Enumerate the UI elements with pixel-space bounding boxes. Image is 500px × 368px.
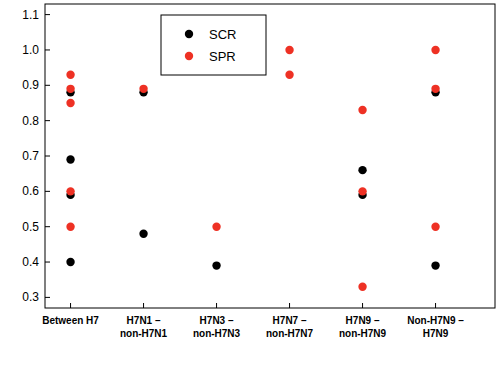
points bbox=[66, 46, 439, 291]
x-tick bbox=[435, 303, 436, 308]
x-tick bbox=[70, 303, 71, 308]
legend-label: SCR bbox=[209, 27, 236, 42]
x-tick bbox=[362, 303, 363, 308]
y-tick bbox=[45, 262, 50, 263]
y-tick bbox=[45, 191, 50, 192]
x-tick-label: Between H7 bbox=[42, 315, 99, 326]
y-tick bbox=[45, 156, 50, 157]
x-tick-label: H7N3 –non-H7N3 bbox=[193, 315, 241, 339]
y-tick-label: 0.5 bbox=[22, 220, 39, 234]
legend-marker bbox=[185, 52, 193, 60]
point bbox=[66, 99, 74, 107]
y-tick-label: 0.4 bbox=[22, 255, 39, 269]
point bbox=[66, 222, 74, 230]
x-tick bbox=[143, 303, 144, 308]
y-tick bbox=[45, 49, 50, 50]
point bbox=[431, 261, 439, 269]
y-tick-label: 0.7 bbox=[22, 149, 39, 163]
y-tick-label: 0.3 bbox=[22, 290, 39, 304]
y-tick bbox=[45, 226, 50, 227]
y-tick bbox=[45, 297, 50, 298]
y-tick bbox=[45, 14, 50, 15]
y-tick-label: 0.6 bbox=[22, 184, 39, 198]
point bbox=[139, 85, 147, 93]
y-tick-label: 0.8 bbox=[22, 114, 39, 128]
y-tick-label: 1.0 bbox=[22, 43, 39, 57]
y-tick bbox=[45, 85, 50, 86]
point bbox=[358, 187, 366, 195]
chart: 0.3 0.4 0.5 0.6 0.7 0.8 0.9 1.0 1.1 Between H7 H7N… bbox=[0, 0, 500, 368]
x-tick bbox=[289, 303, 290, 308]
point bbox=[66, 70, 74, 78]
plot-frame bbox=[45, 4, 495, 308]
x-tick-label: H7N9 –non-H7N9 bbox=[339, 315, 387, 339]
point bbox=[66, 85, 74, 93]
point bbox=[285, 70, 293, 78]
point bbox=[66, 258, 74, 266]
point bbox=[285, 46, 293, 54]
legend-marker bbox=[185, 30, 193, 38]
point bbox=[66, 187, 74, 195]
y-tick bbox=[45, 120, 50, 121]
point bbox=[358, 283, 366, 291]
x-tick-label: H7N1 –non-H7N1 bbox=[120, 315, 168, 339]
point bbox=[358, 166, 366, 174]
legend-label: SPR bbox=[209, 49, 236, 64]
legend-box bbox=[161, 15, 266, 75]
point bbox=[431, 85, 439, 93]
y-tick-label: 0.9 bbox=[22, 78, 39, 92]
point bbox=[212, 261, 220, 269]
point bbox=[139, 230, 147, 238]
point bbox=[431, 222, 439, 230]
point bbox=[431, 46, 439, 54]
x-tick bbox=[216, 303, 217, 308]
point bbox=[212, 222, 220, 230]
x-tick-label: Non-H7N9 –H7N9 bbox=[407, 315, 464, 339]
x-tick-label: H7N7 –non-H7N7 bbox=[266, 315, 314, 339]
point bbox=[358, 106, 366, 114]
point bbox=[66, 155, 74, 163]
y-tick-label: 1.1 bbox=[22, 8, 39, 22]
